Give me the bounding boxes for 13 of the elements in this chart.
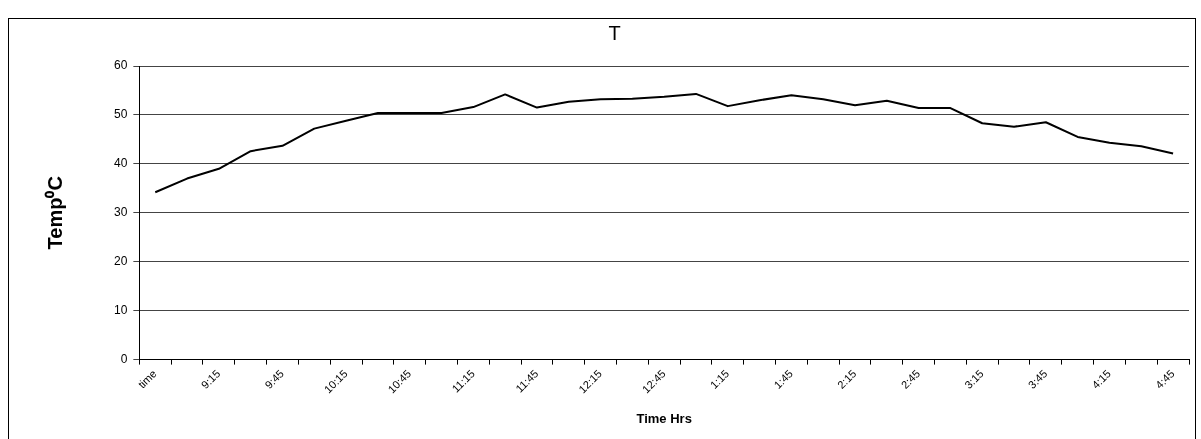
y-tick-label: 50 xyxy=(113,107,128,122)
chart-title: T xyxy=(608,21,621,44)
x-axis-title: Time Hrs xyxy=(636,410,692,426)
x-tick-label: time xyxy=(135,367,159,391)
x-tick-label: 4:15 xyxy=(1089,367,1114,391)
y-tick-label: 30 xyxy=(113,205,128,220)
y-tick-label: 10 xyxy=(113,302,128,317)
y-axis-title: Temp⁰C xyxy=(43,176,66,250)
y-tick-label: 0 xyxy=(120,351,128,366)
y-tick-label: 40 xyxy=(113,156,128,171)
x-tick-label: 4:45 xyxy=(1153,367,1177,391)
y-tick-label: 60 xyxy=(113,58,128,73)
y-tick-label: 20 xyxy=(113,254,128,269)
